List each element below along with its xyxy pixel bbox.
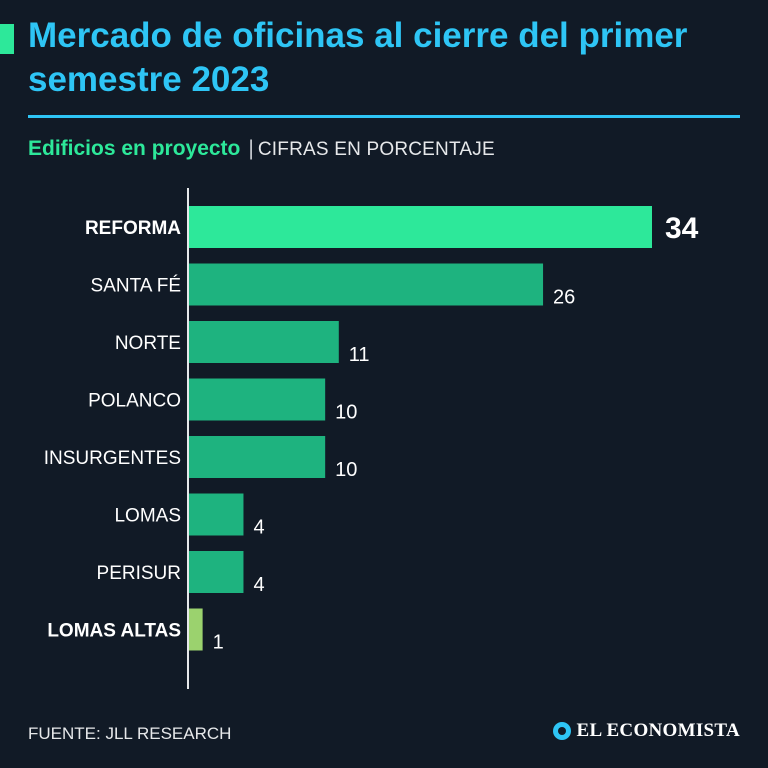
bar [189, 551, 244, 593]
data-label: 11 [349, 344, 370, 366]
source-note: FUENTE: JLL RESEARCH [28, 724, 232, 743]
title-accent-mark [0, 24, 14, 54]
bar [189, 206, 652, 248]
category-label: INSURGENTES [44, 448, 181, 469]
bar [189, 263, 544, 306]
data-label: 10 [335, 402, 357, 424]
data-label: 26 [553, 287, 575, 309]
subtitle-label: Edificios en proyecto [28, 137, 241, 160]
category-label: REFORMA [85, 218, 181, 239]
data-label: 1 [213, 632, 224, 654]
chart-title: Mercado de oficinas al cierre del primer… [28, 16, 688, 99]
category-label: SANTA FÉ [91, 276, 181, 297]
chart-subtitle: Edificios en proyecto | CIFRAS EN PORCENTA… [28, 137, 495, 161]
data-label: 34 [665, 212, 699, 245]
title-divider [28, 115, 740, 118]
unit-label: CIFRAS EN PORCENTAJE [257, 139, 495, 160]
category-label: LOMAS ALTAS [47, 621, 181, 642]
data-label: 10 [335, 459, 357, 481]
bar [189, 321, 339, 363]
bar [189, 378, 326, 421]
category-label: PERISUR [97, 563, 181, 584]
subtitle-separator: | [248, 137, 254, 160]
bar [189, 436, 326, 478]
data-label: 4 [253, 517, 264, 539]
data-label: 4 [253, 574, 264, 596]
brand-logo: EL ECONOMISTA [552, 720, 741, 742]
category-label: POLANCO [88, 391, 181, 412]
bar [189, 493, 244, 536]
logo-text: EL ECONOMISTA [576, 720, 740, 741]
category-label: LOMAS [114, 506, 181, 527]
bar [189, 608, 203, 651]
bar-chart: REFORMA 34 SANTA FÉ 26 NORTE 11 POLANCO 10 INSUR… [44, 188, 699, 689]
category-label: NORTE [115, 333, 181, 354]
logo-icon [552, 722, 571, 740]
